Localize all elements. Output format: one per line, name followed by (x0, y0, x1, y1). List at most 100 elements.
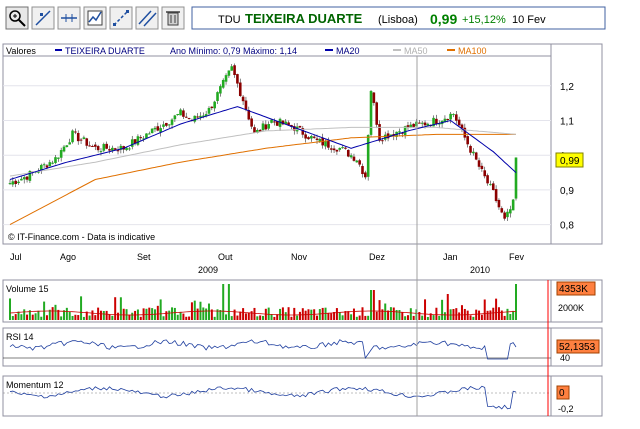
trash-icon[interactable] (161, 6, 185, 30)
candle-body (307, 137, 310, 140)
candle-body (503, 212, 506, 219)
volume-bar (270, 314, 273, 320)
parallel-lines-icon[interactable] (135, 6, 159, 30)
candle-body (213, 101, 216, 109)
candle-body (221, 79, 225, 88)
candle-body (366, 134, 370, 177)
toolbar: TDU TEIXEIRA DUARTE (Lisboa) 0,99 +15,12… (0, 0, 640, 36)
candle-body (463, 127, 467, 138)
volume-bar (483, 299, 486, 320)
candle-body (156, 126, 160, 131)
volume-bar (225, 314, 228, 320)
x-tick-month: Jul (10, 252, 22, 262)
candle-body (182, 110, 185, 117)
volume-bar (85, 311, 88, 320)
volume-bar (210, 309, 213, 320)
header-date: 10 Fev (512, 14, 546, 26)
volume-bar (230, 316, 233, 320)
candle-body (275, 121, 279, 126)
volume-bar (171, 307, 174, 320)
crosshair-icon[interactable] (31, 6, 55, 30)
volume-bar (364, 315, 367, 320)
volume-bar (466, 310, 469, 320)
volume-bar (105, 310, 108, 320)
candle-body (426, 123, 430, 126)
watermark: © IT-Finance.com - Data is indicative (8, 232, 155, 242)
volume-bar (406, 315, 409, 320)
volume-bar (63, 310, 66, 320)
momentum-panel: Momentum 12 0 -0,2 (2, 375, 603, 417)
volume-average-line (9, 310, 517, 316)
candle-body (79, 139, 83, 141)
candle-body (125, 147, 128, 151)
volume-bar (40, 316, 43, 320)
candle-body (346, 149, 350, 157)
candle-body (184, 116, 188, 118)
candle-body (381, 140, 384, 142)
volume-bar (156, 305, 159, 320)
rsi-line (9, 339, 517, 360)
volume-bar (9, 298, 11, 320)
volume-bar (469, 315, 472, 320)
candle-body (304, 134, 307, 139)
volume-bar (304, 310, 307, 320)
candle-body (270, 119, 273, 123)
candle-body (489, 184, 492, 186)
candle-body (219, 86, 222, 94)
volume-bar (489, 310, 492, 320)
momentum-badge-text: 0 (559, 388, 565, 399)
candle-body (443, 118, 447, 123)
volume-bar (26, 314, 29, 320)
volume-bar (486, 310, 489, 320)
volume-bar (273, 316, 276, 320)
volume-bar (389, 307, 392, 320)
volume-badge-text: 4353K (559, 284, 588, 295)
candle-body (139, 137, 143, 139)
candle-body (267, 124, 270, 129)
volume-bar (173, 307, 176, 320)
candle-body (324, 141, 327, 147)
volume-bar (71, 315, 74, 320)
candle-body (457, 119, 461, 126)
header-info-box: TDU TEIXEIRA DUARTE (Lisboa) 0,99 +15,12… (191, 6, 606, 30)
candle-body (62, 146, 66, 152)
volume-bar (472, 316, 475, 320)
candle-body (338, 147, 342, 150)
candle-body (25, 176, 29, 180)
volume-bar (367, 315, 370, 320)
candle-body (14, 180, 17, 185)
candle-body (264, 124, 268, 130)
volume-bar (429, 313, 432, 320)
trendline-icon[interactable] (109, 6, 133, 30)
volume-bar (398, 310, 401, 320)
horizontal-line-icon[interactable] (57, 6, 81, 30)
candle-body (403, 126, 407, 136)
candle-body (420, 122, 424, 124)
candle-body (244, 100, 248, 110)
candle-body (358, 160, 361, 165)
x-tick-month: Ago (60, 252, 76, 262)
x-tick-month: Set (137, 252, 151, 262)
price-y-tick: 1,1 (560, 116, 574, 127)
volume-bar (267, 307, 270, 320)
candle-body (327, 140, 330, 148)
candle-body (11, 181, 15, 185)
x-tick-year: 2010 (470, 265, 490, 275)
volume-bar (500, 310, 503, 320)
volume-bar (293, 307, 296, 320)
volume-bar (216, 309, 219, 320)
candle-body (494, 189, 498, 202)
volume-bar (503, 315, 506, 320)
zoom-icon[interactable] (5, 6, 29, 30)
legend-range: Ano Mínimo: 0,79 Máximo: 1,14 (170, 46, 297, 56)
volume-bar (438, 315, 441, 320)
legend-ma50: MA50 (404, 46, 428, 56)
volume-badge (556, 281, 596, 296)
candle-body (378, 124, 381, 141)
last-price-badge-text: 0,99 (560, 156, 580, 167)
candle-body (349, 155, 353, 158)
volume-bar (185, 316, 188, 320)
chart-properties-icon[interactable] (83, 6, 107, 30)
volume-bar (443, 312, 446, 320)
volume-bar (153, 309, 156, 320)
